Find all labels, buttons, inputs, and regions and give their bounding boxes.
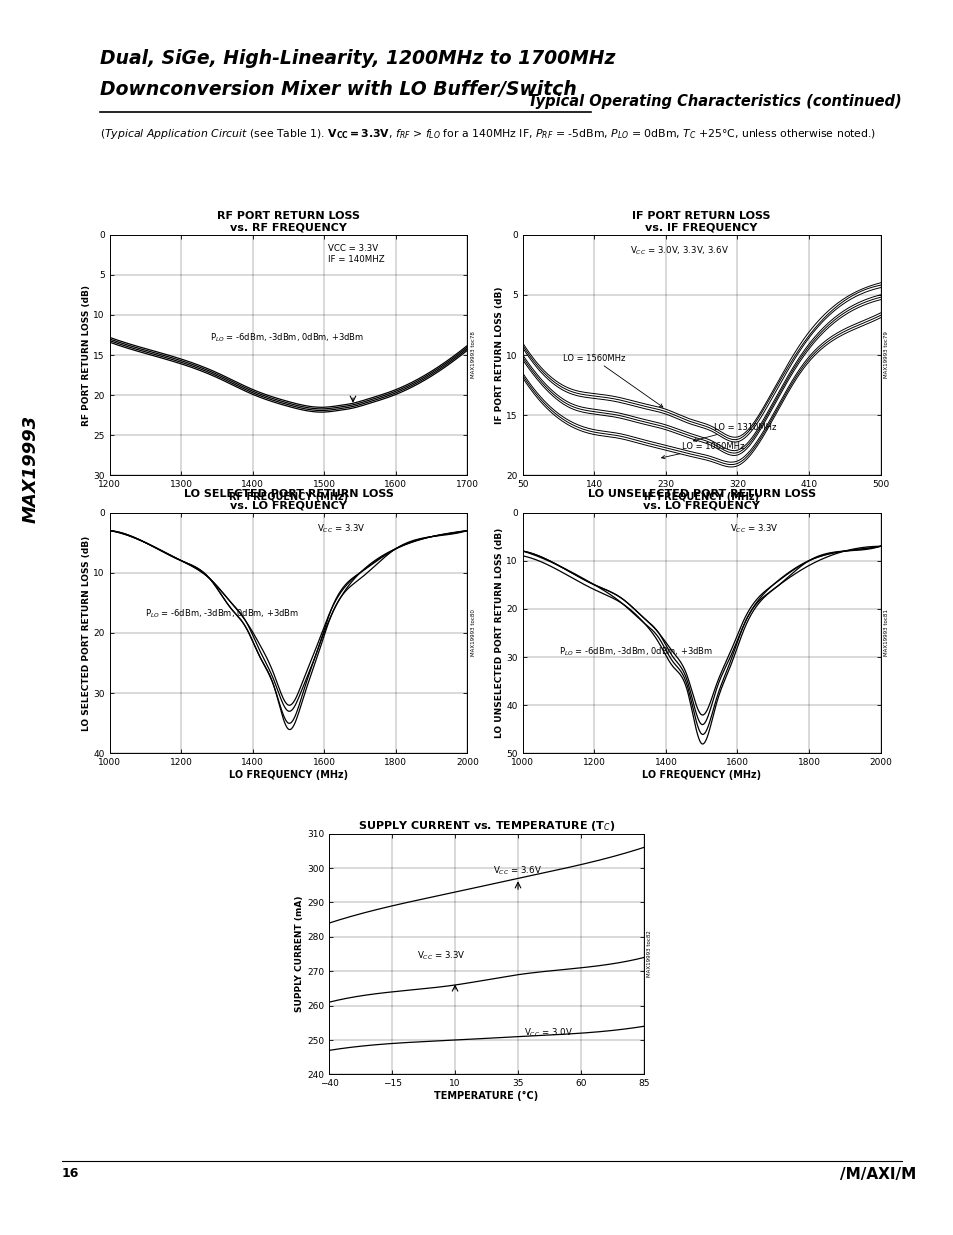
X-axis label: RF FREQUENCY (MHz): RF FREQUENCY (MHz) xyxy=(229,492,348,503)
Y-axis label: IF PORT RETURN LOSS (dB): IF PORT RETURN LOSS (dB) xyxy=(495,287,503,424)
Text: Typical Operating Characteristics (continued): Typical Operating Characteristics (conti… xyxy=(527,94,901,109)
Text: LO = 1560MHz: LO = 1560MHz xyxy=(562,354,662,408)
Title: SUPPLY CURRENT vs. TEMPERATURE (T$_C$): SUPPLY CURRENT vs. TEMPERATURE (T$_C$) xyxy=(357,820,615,834)
Y-axis label: LO UNSELECTED PORT RETURN LOSS (dB): LO UNSELECTED PORT RETURN LOSS (dB) xyxy=(495,527,503,739)
Text: V$_{CC}$ = 3.0V: V$_{CC}$ = 3.0V xyxy=(524,1026,573,1039)
X-axis label: TEMPERATURE (°C): TEMPERATURE (°C) xyxy=(434,1091,538,1102)
Y-axis label: RF PORT RETURN LOSS (dB): RF PORT RETURN LOSS (dB) xyxy=(82,284,91,426)
Text: V$_{CC}$ = 3.0V, 3.3V, 3.6V: V$_{CC}$ = 3.0V, 3.3V, 3.6V xyxy=(629,245,728,257)
Text: V$_{CC}$ = 3.3V: V$_{CC}$ = 3.3V xyxy=(416,950,466,962)
Text: LO = 1060MHz: LO = 1060MHz xyxy=(660,442,743,458)
Text: P$_{LO}$ = -6dBm, -3dBm, 0dBm, +3dBm: P$_{LO}$ = -6dBm, -3dBm, 0dBm, +3dBm xyxy=(145,608,299,620)
Text: V$_{CC}$ = 3.3V: V$_{CC}$ = 3.3V xyxy=(316,522,366,535)
Text: P$_{LO}$ = -6dBm, -3dBm, 0dBm, +3dBm: P$_{LO}$ = -6dBm, -3dBm, 0dBm, +3dBm xyxy=(210,332,364,345)
Title: LO UNSELECTED PORT RETURN LOSS
vs. LO FREQUENCY: LO UNSELECTED PORT RETURN LOSS vs. LO FR… xyxy=(587,489,815,510)
Text: V$_{CC}$ = 3.3V: V$_{CC}$ = 3.3V xyxy=(730,522,779,535)
X-axis label: LO FREQUENCY (MHz): LO FREQUENCY (MHz) xyxy=(229,769,348,781)
X-axis label: LO FREQUENCY (MHz): LO FREQUENCY (MHz) xyxy=(641,769,760,781)
Text: MAX19993 toc80: MAX19993 toc80 xyxy=(471,610,476,656)
Title: IF PORT RETURN LOSS
vs. IF FREQUENCY: IF PORT RETURN LOSS vs. IF FREQUENCY xyxy=(632,211,770,232)
Text: Dual, SiGe, High-Linearity, 1200MHz to 1700MHz: Dual, SiGe, High-Linearity, 1200MHz to 1… xyxy=(100,49,615,68)
Text: /Μ/ΑXΙ/Μ: /Μ/ΑXΙ/Μ xyxy=(839,1167,915,1182)
Text: MAX19993 toc82: MAX19993 toc82 xyxy=(646,931,652,977)
Text: MAX19993: MAX19993 xyxy=(22,415,39,524)
Title: LO SELECTED PORT RETURN LOSS
vs. LO FREQUENCY: LO SELECTED PORT RETURN LOSS vs. LO FREQ… xyxy=(184,489,393,510)
Y-axis label: LO SELECTED PORT RETURN LOSS (dB): LO SELECTED PORT RETURN LOSS (dB) xyxy=(82,535,91,731)
Text: P$_{LO}$ = -6dBm, -3dBm, 0dBm, +3dBm: P$_{LO}$ = -6dBm, -3dBm, 0dBm, +3dBm xyxy=(558,646,712,658)
Text: 16: 16 xyxy=(62,1167,79,1181)
Text: ($\mathit{Typical\ Application\ Circuit}$ (see Table 1). $\mathbf{V_{CC} = 3.3V}: ($\mathit{Typical\ Application\ Circuit}… xyxy=(100,127,876,141)
Title: RF PORT RETURN LOSS
vs. RF FREQUENCY: RF PORT RETURN LOSS vs. RF FREQUENCY xyxy=(217,211,359,232)
Y-axis label: SUPPLY CURRENT (mA): SUPPLY CURRENT (mA) xyxy=(294,895,304,1013)
Text: LO = 1310MHz: LO = 1310MHz xyxy=(693,422,775,442)
Text: MAX19993 toc81: MAX19993 toc81 xyxy=(883,610,888,656)
Text: VCC = 3.3V
IF = 140MHZ: VCC = 3.3V IF = 140MHZ xyxy=(328,245,384,264)
X-axis label: IF FREQUENCY (MHz): IF FREQUENCY (MHz) xyxy=(643,492,759,503)
Text: MAX19993 toc79: MAX19993 toc79 xyxy=(883,332,888,378)
Text: V$_{CC}$ = 3.6V: V$_{CC}$ = 3.6V xyxy=(493,864,541,877)
Text: Downconversion Mixer with LO Buffer/Switch: Downconversion Mixer with LO Buffer/Swit… xyxy=(100,80,577,99)
Text: MAX19993 toc78: MAX19993 toc78 xyxy=(471,332,476,378)
